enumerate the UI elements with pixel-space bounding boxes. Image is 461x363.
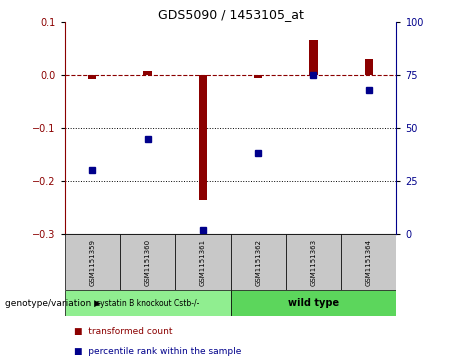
Text: cystatin B knockout Cstb-/-: cystatin B knockout Cstb-/- (96, 299, 199, 307)
Bar (120, 234, 175, 290)
Text: GSM1151360: GSM1151360 (144, 239, 151, 286)
Text: GSM1151363: GSM1151363 (310, 239, 317, 286)
Text: GSM1151362: GSM1151362 (255, 239, 261, 286)
Bar (365, 59, 373, 75)
Bar (309, 40, 318, 75)
Text: GSM1151359: GSM1151359 (89, 239, 95, 286)
Bar (254, 75, 262, 78)
Bar (341, 234, 396, 290)
Bar (230, 290, 396, 316)
Bar (143, 71, 152, 75)
Bar (175, 234, 230, 290)
Bar (65, 290, 230, 316)
Text: GSM1151361: GSM1151361 (200, 239, 206, 286)
Text: ■  percentile rank within the sample: ■ percentile rank within the sample (74, 347, 241, 356)
Text: wild type: wild type (288, 298, 339, 308)
Bar (230, 234, 286, 290)
Bar (286, 234, 341, 290)
Bar (65, 234, 120, 290)
Text: genotype/variation ▶: genotype/variation ▶ (5, 299, 100, 307)
Text: GSM1151364: GSM1151364 (366, 239, 372, 286)
Bar (88, 75, 96, 79)
Text: ■  transformed count: ■ transformed count (74, 327, 172, 336)
Bar (199, 75, 207, 200)
Title: GDS5090 / 1453105_at: GDS5090 / 1453105_at (158, 8, 303, 21)
